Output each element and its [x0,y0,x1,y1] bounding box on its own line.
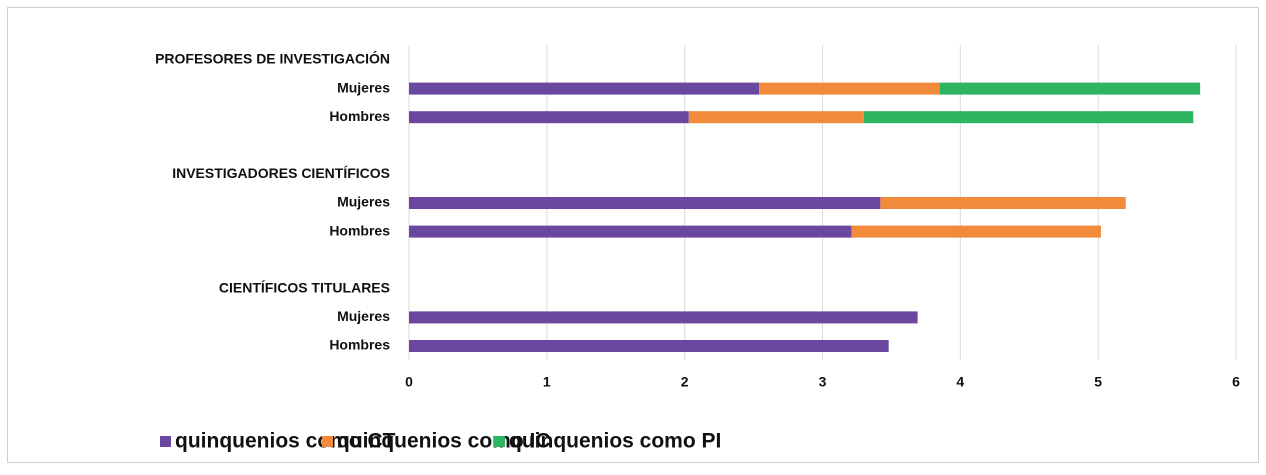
y-tick-label: Hombres [329,337,390,353]
y-tick-label: Mujeres [337,79,390,95]
y-tick-label: CIENTÍFICOS TITULARES [219,280,390,296]
bar-segment [409,311,918,324]
bar-segment [939,82,1201,95]
legend-swatch [494,436,505,447]
legend-swatch [160,436,171,447]
y-tick-label: Mujeres [337,194,390,210]
x-tick-label: 2 [681,374,689,390]
x-tick-label: 1 [543,374,551,390]
legend-swatch [322,436,333,447]
y-tick-label: Hombres [329,222,390,238]
y-tick-label: PROFESORES DE INVESTIGACIÓN [155,50,390,67]
y-tick-label: Mujeres [337,308,390,324]
y-tick-label: INVESTIGADORES CIENTÍFICOS [172,165,390,181]
bar-segment [409,197,881,209]
bar-segment [863,111,1194,124]
legend-label: quinquenios como CT [175,430,396,453]
y-tick-label: Hombres [329,108,390,124]
x-tick-label: 6 [1232,374,1240,390]
x-tick-label: 4 [956,374,964,390]
bar-segment [759,82,940,95]
bar-segment [851,225,1101,238]
bar-segment [409,111,689,124]
x-tick-label: 5 [1094,374,1102,390]
bar-segment [409,82,760,95]
bar-segment [409,225,852,238]
legend-label: quinquenios como PI [509,430,721,453]
bar-segment [409,340,889,352]
bar-segment [880,197,1126,209]
x-tick-label: 3 [819,374,827,390]
x-tick-label: 0 [405,374,413,390]
bar-segment [688,111,864,124]
